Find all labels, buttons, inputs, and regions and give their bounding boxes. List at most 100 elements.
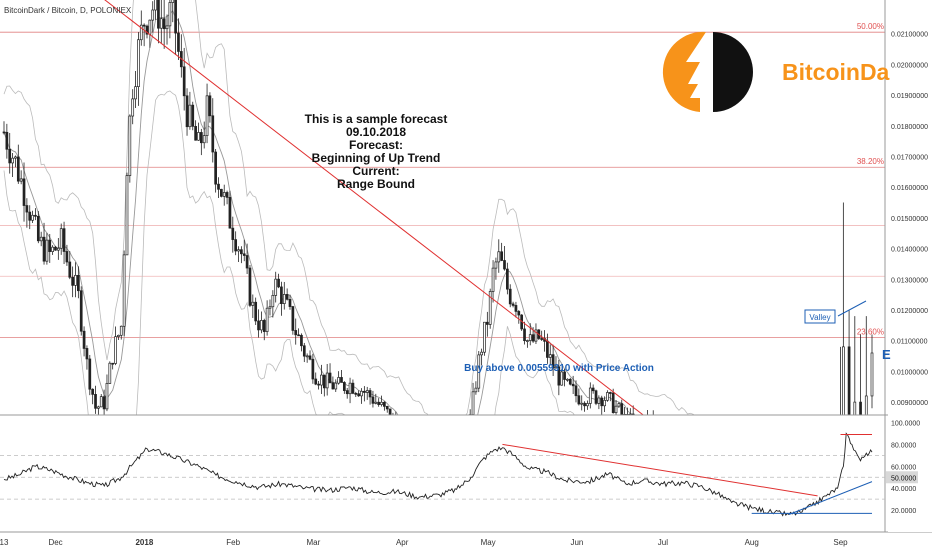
- candle-down: [508, 288, 512, 305]
- logo-right-shape: [713, 32, 753, 112]
- candle-up: [45, 239, 49, 262]
- candle-up: [474, 387, 478, 393]
- candle-up: [334, 382, 338, 390]
- candle-down: [277, 278, 280, 288]
- candle-down: [174, 0, 177, 34]
- candle-down: [248, 267, 252, 306]
- candle-up: [337, 377, 340, 384]
- candle-down: [62, 228, 66, 252]
- candle-down: [211, 115, 215, 153]
- valley-label: Valley: [809, 313, 830, 322]
- candle-down: [145, 25, 149, 35]
- candle-down: [859, 401, 862, 415]
- oscillator-line: [3, 432, 873, 517]
- candle-up: [105, 383, 109, 410]
- candle-up: [480, 351, 483, 356]
- candle-up: [483, 321, 486, 353]
- candle-down: [5, 131, 9, 150]
- candle-up: [108, 362, 112, 384]
- forecast-line-6: Range Bound: [337, 177, 415, 191]
- price-drawings: [104, 0, 645, 415]
- candle-down: [317, 383, 320, 386]
- candle-up: [205, 95, 209, 136]
- candle-up: [606, 392, 609, 401]
- candle-up: [97, 406, 100, 409]
- buy-annotation: Buy above 0.00559310 with Price Action: [464, 363, 654, 374]
- candle-down: [363, 390, 366, 393]
- candle-down: [194, 125, 197, 141]
- candle-up: [853, 401, 857, 415]
- oscillator-pane: [0, 432, 885, 517]
- candle-up: [365, 390, 369, 393]
- price-tick-label: 0.01300000: [891, 277, 928, 284]
- logo-text: BitcoinDa: [782, 59, 890, 85]
- candle-down: [340, 377, 343, 383]
- candle-down: [546, 340, 549, 358]
- forecast-line-2: 09.10.2018: [346, 125, 406, 139]
- candle-down: [254, 301, 258, 322]
- candle-up: [471, 391, 475, 415]
- candle-down: [111, 362, 115, 365]
- candle-down: [257, 320, 260, 331]
- candle-down: [16, 156, 20, 182]
- candle-down: [611, 392, 615, 413]
- candlesticks: [2, 0, 874, 415]
- candle-up: [348, 382, 352, 395]
- candle-down: [228, 197, 232, 229]
- osc-tick-label: 100.0000: [891, 421, 920, 428]
- candle-down: [368, 390, 372, 398]
- time-axis: 13 Dec 2018 Feb Mar Apr May Jun Jul Aug Sep: [0, 538, 848, 547]
- time-tick-label: May: [481, 538, 496, 547]
- candle-up: [117, 334, 120, 337]
- time-tick-label: Jun: [570, 538, 583, 547]
- price-tick-label: 0.01900000: [891, 93, 928, 100]
- osc-up-trend: [788, 481, 873, 515]
- osc-last-value: 50.0000: [891, 475, 916, 482]
- candle-up: [51, 246, 54, 252]
- candle-down: [82, 330, 86, 349]
- candle-down: [523, 328, 526, 342]
- candle-up: [588, 387, 592, 404]
- candle-up: [154, 0, 157, 11]
- price-tick-label: 0.01200000: [891, 308, 928, 315]
- osc-last-value-box: [886, 471, 918, 484]
- edge-label: E: [882, 347, 891, 362]
- descending-trend-line: [104, 0, 645, 415]
- candle-down: [600, 397, 604, 407]
- candle-down: [34, 214, 37, 217]
- candle-up: [99, 396, 103, 408]
- candle-down: [94, 394, 97, 409]
- candle-down: [574, 385, 578, 397]
- candle-up: [19, 178, 23, 182]
- candle-up: [159, 18, 163, 29]
- candle-up: [188, 104, 192, 128]
- candle-down: [331, 382, 335, 390]
- candle-up: [137, 39, 140, 87]
- candle-down: [531, 334, 535, 342]
- candle-up: [148, 19, 152, 35]
- candle-down: [354, 392, 358, 395]
- price-tick-label: 0.02100000: [891, 32, 928, 39]
- candle-up: [171, 0, 175, 3]
- candle-up: [320, 374, 323, 386]
- candle-up: [31, 214, 34, 221]
- candle-down: [234, 239, 238, 252]
- price-axis-bg: [888, 0, 932, 532]
- candle-up: [580, 402, 584, 405]
- candle-down: [385, 406, 389, 410]
- candle-down: [208, 95, 212, 117]
- candle-up: [128, 115, 132, 176]
- candle-up: [237, 249, 240, 252]
- candle-down: [157, 0, 160, 29]
- candle-down: [302, 345, 306, 357]
- candle-up: [526, 340, 529, 342]
- forecast-line-4: Beginning of Up Trend: [312, 151, 441, 165]
- candle-down: [54, 246, 57, 251]
- candle-down: [91, 388, 95, 395]
- candle-down: [8, 148, 12, 164]
- candle-up: [271, 295, 275, 308]
- time-tick-label: Dec: [48, 538, 62, 547]
- candle-down: [182, 66, 186, 97]
- candle-down: [177, 32, 180, 52]
